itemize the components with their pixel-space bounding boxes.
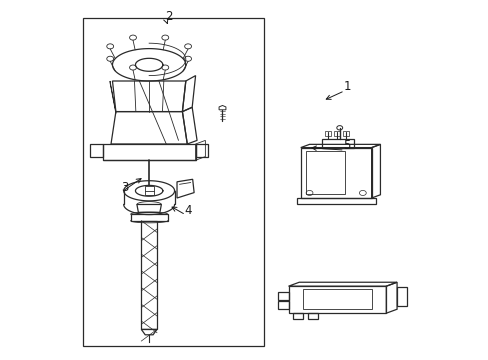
Bar [296, 198, 375, 204]
Bar [343, 131, 348, 136]
Text: 5: 5 [343, 139, 350, 152]
Text: 3: 3 [121, 181, 128, 194]
Bar [288, 286, 386, 313]
Bar [334, 131, 340, 136]
Bar [305, 151, 344, 194]
Bar [303, 289, 371, 309]
Bar [277, 301, 288, 309]
Bar [300, 148, 371, 198]
Text: 1: 1 [343, 80, 350, 93]
Bar [321, 139, 353, 148]
Bar [325, 131, 331, 136]
Bar [144, 186, 153, 195]
Bar [396, 287, 406, 306]
Text: 2: 2 [164, 10, 172, 23]
Bar [277, 292, 288, 300]
Text: 4: 4 [184, 204, 192, 217]
Bar [83, 18, 264, 346]
